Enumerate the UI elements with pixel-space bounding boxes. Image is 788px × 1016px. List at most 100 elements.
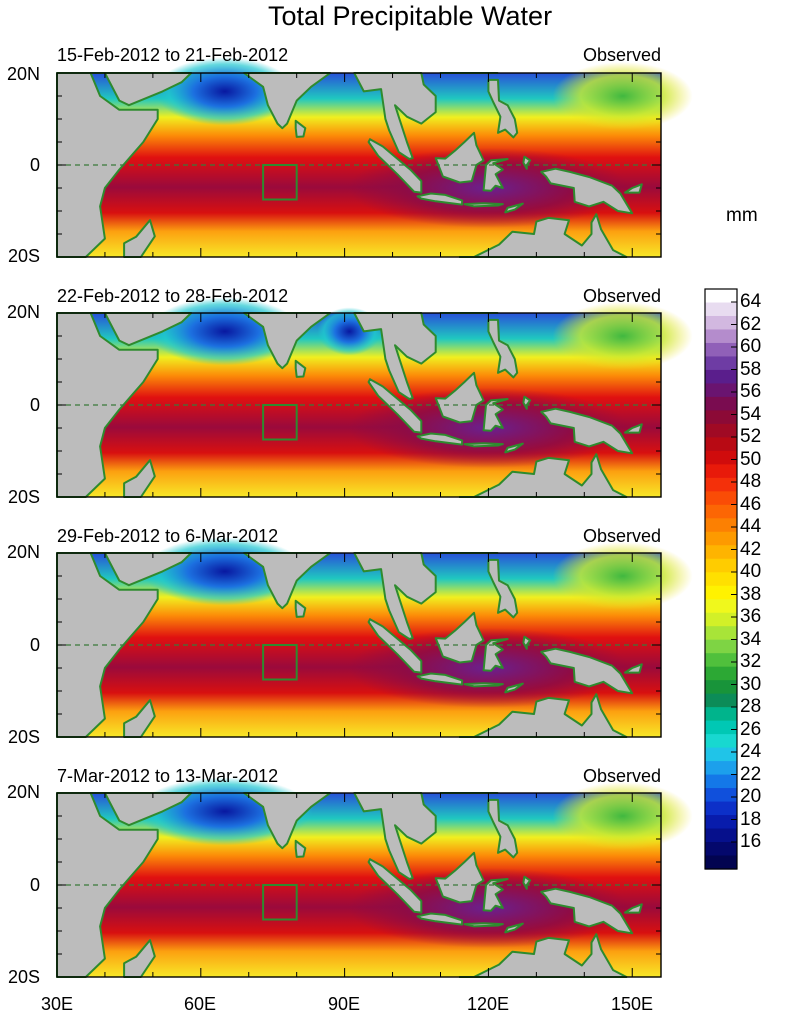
- land-mass: [504, 922, 524, 934]
- analysis-box: [262, 644, 298, 681]
- lat-label-20s: 20S: [7, 487, 40, 507]
- colorbar-label: 30: [740, 673, 762, 695]
- colorbar-label: 56: [740, 381, 762, 402]
- figure-title: Total Precipitable Water: [267, 1, 553, 31]
- colorbar-swatch: [705, 356, 737, 371]
- land-mass: [482, 878, 509, 912]
- colorbar-label: 38: [740, 583, 762, 605]
- colorbar-label: 52: [740, 426, 762, 447]
- land-mass: [487, 78, 519, 139]
- land-mass: [458, 933, 628, 978]
- colorbar-swatch: [705, 383, 737, 398]
- lat-label-20s: 20S: [7, 967, 40, 987]
- colorbar-swatch: [705, 842, 737, 857]
- land-mass: [353, 72, 437, 160]
- land-mass: [353, 792, 437, 880]
- colorbar-swatch: [705, 545, 737, 560]
- panel-2-status: Observed: [582, 286, 661, 306]
- colorbar-label: 28: [740, 696, 762, 717]
- land-mass: [294, 359, 307, 378]
- land-mass: [504, 442, 524, 454]
- land-mass: [624, 423, 643, 434]
- colorbar-label: 34: [740, 628, 762, 650]
- panel-4-date-range: 7-Mar-2012 to 13-Mar-2012: [57, 766, 279, 786]
- land-mass: [367, 858, 423, 914]
- dry-nw-pacific: [552, 302, 693, 370]
- land-mass: [504, 682, 524, 694]
- colorbar-swatch: [705, 289, 737, 304]
- colorbar-swatch: [705, 612, 737, 627]
- land-mass: [540, 647, 634, 695]
- lon-label-90e: 90E: [327, 994, 361, 1014]
- land-mass: [243, 792, 332, 850]
- land-mass: [243, 312, 332, 370]
- land-mass: [434, 611, 485, 664]
- lat-label-20s: 20S: [7, 246, 40, 266]
- land-mass: [624, 183, 643, 194]
- land-mass: [353, 552, 437, 640]
- colorbar-swatch: [705, 788, 737, 803]
- land-mass: [463, 202, 504, 208]
- colorbar-swatch: [705, 504, 737, 519]
- land-mass: [482, 398, 509, 432]
- lat-label-20n: 20N: [6, 302, 40, 322]
- panel-4-status: Observed: [582, 766, 661, 786]
- panel-3-date-range: 29-Feb-2012 to 6-Mar-2012: [57, 526, 279, 546]
- land-mass: [487, 558, 519, 619]
- land-mass: [482, 638, 509, 672]
- colorbar-swatch: [705, 720, 737, 735]
- land-mass: [353, 312, 437, 400]
- colorbar-swatch: [705, 680, 737, 695]
- colorbar-swatch: [705, 855, 737, 870]
- analysis-box: [262, 164, 298, 201]
- lon-label-120e: 120E: [466, 994, 510, 1014]
- colorbar-swatch: [705, 774, 737, 789]
- colorbar-swatch: [705, 693, 737, 708]
- land-mass: [56, 792, 159, 978]
- land-mass: [56, 72, 159, 258]
- lon-label-30e: 30E: [40, 994, 74, 1014]
- land-mass: [243, 552, 332, 610]
- colorbar-label: 22: [740, 763, 762, 785]
- land-mass: [463, 682, 504, 688]
- colorbar-swatch: [705, 747, 737, 762]
- colorbar-label: 50: [740, 448, 762, 470]
- colorbar-swatch: [705, 599, 737, 614]
- lat-label-20n: 20N: [6, 542, 40, 562]
- land-mass: [487, 798, 519, 859]
- lat-label-20s: 20S: [7, 727, 40, 747]
- colorbar-swatch: [705, 369, 737, 385]
- colorbar-swatch: [705, 491, 737, 506]
- colorbar-swatch: [705, 464, 737, 479]
- colorbar-swatch: [705, 666, 737, 681]
- panel-2-date-range: 22-Feb-2012 to 28-Feb-2012: [57, 286, 289, 306]
- land-mass: [434, 371, 485, 424]
- colorbar-swatch: [705, 437, 737, 452]
- land-mass: [522, 395, 532, 410]
- land-mass: [367, 618, 423, 674]
- lon-label-60e: 60E: [183, 994, 217, 1014]
- colorbar-swatch: [705, 707, 737, 722]
- land-mass: [624, 663, 643, 674]
- colorbar-label: 20: [740, 786, 762, 807]
- land-mass: [89, 72, 193, 107]
- land-mass: [463, 922, 504, 928]
- colorbar-frame: [704, 288, 738, 870]
- colorbar-label: 16: [740, 831, 762, 852]
- colorbar-label: 32: [740, 651, 762, 672]
- land-mass: [540, 407, 634, 455]
- colorbar-swatch: [705, 734, 737, 749]
- dry-nw-pacific: [552, 62, 693, 130]
- colorbar-label: 18: [740, 808, 762, 830]
- land-mass: [89, 552, 193, 587]
- land-mass: [416, 432, 464, 446]
- colorbar-swatch: [705, 653, 737, 668]
- colorbar-swatch: [705, 342, 737, 358]
- colorbar: [704, 288, 738, 870]
- land-mass: [89, 792, 193, 827]
- land-mass: [482, 158, 509, 192]
- lat-label-0: 0: [29, 395, 40, 415]
- dry-nw-pacific: [552, 542, 693, 610]
- colorbar-swatch: [705, 815, 737, 830]
- colorbar-label: 40: [740, 561, 762, 582]
